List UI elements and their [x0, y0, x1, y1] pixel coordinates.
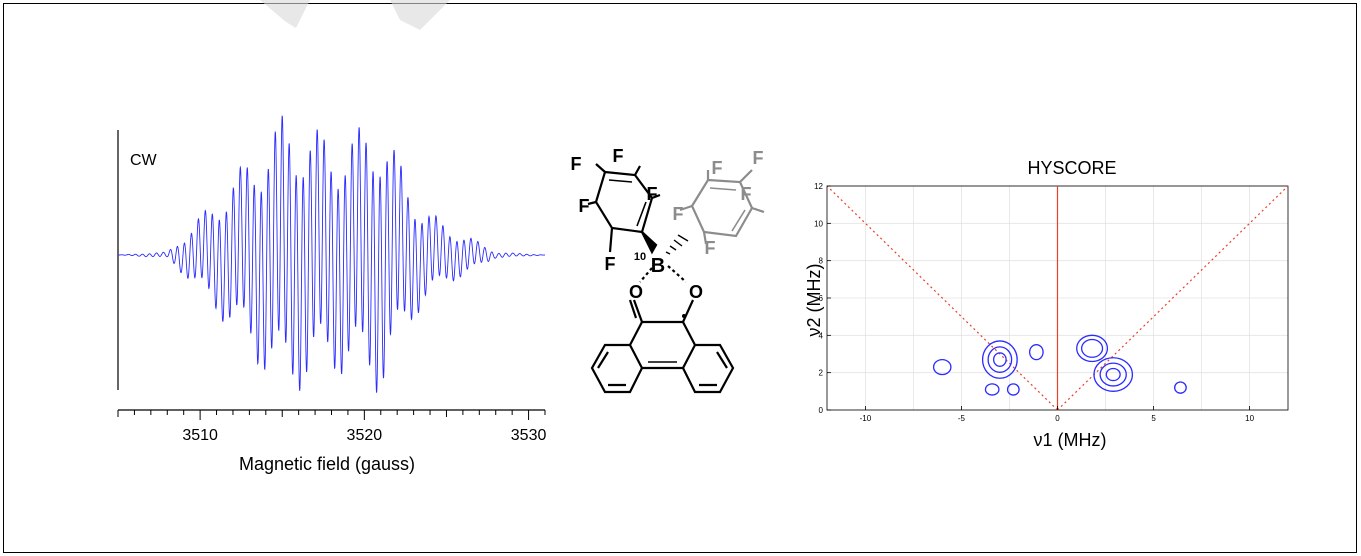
hyscore-y-tick-label: 0	[819, 406, 824, 415]
hyscore-y-tick-label: 4	[819, 331, 824, 340]
watermark-smudge	[260, 0, 450, 30]
atom-f-3: F	[579, 196, 590, 216]
atom-f-7: F	[712, 158, 723, 178]
diagonal-positive	[1057, 185, 1289, 411]
atom-o-2: O	[689, 282, 703, 302]
hyscore-x-tick-label: 10	[1245, 414, 1254, 423]
contour-peak	[932, 358, 952, 376]
cw-annotation: CW	[130, 152, 158, 169]
contour-peak	[1006, 383, 1020, 396]
atom-f-10: F	[705, 238, 716, 258]
atom-f-9: F	[673, 204, 684, 224]
contour-peak	[1174, 381, 1187, 394]
hyscore-reference-lines	[826, 185, 1289, 411]
hyscore-y-tick-label: 12	[814, 182, 823, 191]
cw-x-tick-label: 3510	[182, 427, 218, 444]
atom-f-1: F	[571, 154, 582, 174]
cw-x-tick-label: 3520	[347, 427, 383, 444]
figure-frame	[3, 3, 1357, 553]
contour-peak	[1093, 357, 1134, 392]
hyscore-y-tick-label: 6	[819, 294, 824, 303]
hyscore-x-label: ν1 (MHz)	[1034, 430, 1107, 450]
atom-f-8: F	[741, 184, 752, 204]
hyscore-x-tick-label: -10	[860, 414, 872, 423]
contour-peak	[1028, 344, 1044, 361]
contour-peak	[1105, 367, 1121, 382]
hyscore-contours	[932, 334, 1187, 396]
atom-f-5: F	[605, 254, 616, 274]
atom-b: B	[651, 255, 665, 277]
contour-peak	[987, 346, 1013, 373]
hyscore-x-tick-label: 0	[1055, 414, 1060, 423]
hyscore-y-ticks: 0 2 4 6 8 10 12	[814, 182, 831, 415]
hyscore-y-tick-label: 10	[814, 219, 823, 228]
contour-peak	[1076, 334, 1109, 363]
contour-peak	[1099, 362, 1127, 387]
atom-f-4: F	[647, 184, 658, 204]
molecule-structure: F F F F F F F F F F 10 B O O	[571, 146, 765, 394]
hyscore-x-ticks: -10 -5 0 5 10	[860, 406, 1255, 423]
hyscore-y-tick-label: 2	[819, 369, 824, 378]
cw-x-tick-label: 3530	[511, 427, 547, 444]
contour-peak	[984, 383, 1000, 396]
contour-peak	[1080, 338, 1104, 358]
cw-x-label: Magnetic field (gauss)	[239, 454, 415, 474]
cw-x-ticks: 3510 3520 3530	[117, 410, 547, 444]
phenanthrene-core	[628, 321, 697, 370]
hyscore-y-label: ν2 (MHz)	[804, 264, 824, 337]
hashed-bond	[665, 234, 689, 255]
contour-peak	[993, 352, 1007, 367]
cw-spectrum-line	[117, 115, 546, 393]
radical-dot	[682, 314, 686, 318]
isotope-label: 10	[634, 251, 646, 263]
hyscore-chart: HYSCORE -10 -5 0 5 10 0 2 4 6 8 10 12 ν1 (MHz) ν2 …	[804, 158, 1289, 450]
hyscore-y-tick-label: 8	[819, 257, 824, 266]
diagonal-negative	[826, 185, 1058, 411]
atom-f-6: F	[753, 148, 764, 168]
wedge-bond	[641, 231, 658, 255]
atom-o-1: O	[629, 282, 643, 302]
cw-epr-chart: CW 3510 3520 3530 Magnetic field (gauss)	[117, 115, 547, 474]
hyscore-title: HYSCORE	[1027, 158, 1116, 178]
hyscore-x-tick-label: 5	[1151, 414, 1156, 423]
atom-f-2: F	[613, 146, 624, 166]
contour-peak	[981, 340, 1018, 379]
hyscore-x-tick-label: -5	[958, 414, 966, 423]
